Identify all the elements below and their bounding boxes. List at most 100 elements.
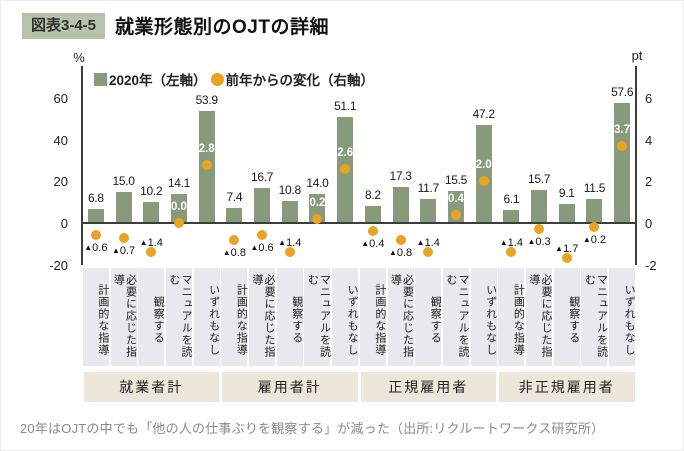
change-value-label: ▲1.4 bbox=[499, 237, 523, 250]
category-cell: マニュアルを読む bbox=[304, 268, 331, 366]
change-value-label: ▲0.7 bbox=[111, 244, 136, 257]
bar-value-label: 9.1 bbox=[558, 186, 575, 201]
category-cell: 必要に応じた指導 bbox=[387, 268, 414, 366]
bar bbox=[586, 199, 603, 223]
change-dot bbox=[617, 141, 628, 152]
change-dot bbox=[423, 247, 434, 258]
bar bbox=[531, 190, 548, 223]
category-cell: 必要に応じた指導 bbox=[526, 268, 553, 366]
bar-value-label: 8.2 bbox=[364, 187, 381, 202]
negative-triangle-marker: ▲ bbox=[499, 238, 508, 248]
bar-value-label: 17.3 bbox=[389, 169, 412, 184]
change-value-label: ▲0.8 bbox=[388, 246, 413, 259]
category-cell: いずれもなし bbox=[193, 268, 220, 366]
bar bbox=[143, 201, 160, 223]
bar-value-label: 57.6 bbox=[611, 85, 634, 100]
change-value-label: ▲0.6 bbox=[250, 242, 274, 255]
negative-triangle-marker: ▲ bbox=[222, 247, 231, 257]
bar-value-label: 6.8 bbox=[87, 190, 104, 205]
left-axis-tick-label: 20 bbox=[53, 174, 68, 190]
bar-value-label: 51.1 bbox=[334, 98, 357, 113]
left-axis-tick-label: 0 bbox=[60, 216, 68, 231]
negative-triangle-marker: ▲ bbox=[555, 244, 564, 254]
negative-triangle-marker: ▲ bbox=[361, 239, 370, 249]
bar bbox=[475, 124, 492, 223]
bar bbox=[226, 207, 243, 223]
right-axis-tick-label: 4 bbox=[645, 132, 653, 148]
negative-triangle-marker: ▲ bbox=[582, 235, 591, 245]
bar-value-label: 15.5 bbox=[444, 172, 468, 187]
change-dot bbox=[146, 247, 157, 258]
dot-series-swatch-icon bbox=[210, 72, 224, 86]
negative-triangle-marker: ▲ bbox=[527, 237, 536, 247]
change-dot bbox=[257, 230, 268, 241]
change-dot bbox=[312, 213, 323, 224]
bar-value-label: 11.5 bbox=[583, 181, 606, 196]
bar-value-label: 15.0 bbox=[112, 173, 135, 188]
right-axis-tick-label: 2 bbox=[645, 174, 653, 190]
bar-value-label: 14.0 bbox=[306, 175, 329, 190]
bar bbox=[392, 187, 409, 223]
right-axis-tick-label: 6 bbox=[645, 91, 653, 107]
negative-triangle-marker: ▲ bbox=[84, 243, 93, 253]
group-cell: 雇用者計 bbox=[222, 372, 358, 402]
left-axis-tick-label: -20 bbox=[49, 257, 68, 273]
change-dot bbox=[118, 232, 129, 243]
change-dot bbox=[90, 230, 101, 241]
bar-value-label: 47.2 bbox=[472, 106, 495, 121]
negative-triangle-marker: ▲ bbox=[111, 245, 120, 255]
category-cell: 計画的な指導 bbox=[498, 268, 525, 366]
category-cell: 観察する bbox=[138, 268, 165, 366]
group-cell: 正規雇用者 bbox=[360, 372, 496, 402]
change-dot bbox=[229, 234, 240, 245]
change-value-label: ▲0.8 bbox=[222, 246, 246, 259]
source-caption: 20年はOJTの中でも「他の人の仕事ぶりを観察する」が減った（出所:リクルートワ… bbox=[20, 421, 605, 436]
change-dot bbox=[201, 159, 212, 170]
category-cell: 観察する bbox=[415, 268, 442, 366]
bar-value-label: 11.7 bbox=[417, 180, 440, 195]
negative-triangle-marker: ▲ bbox=[388, 247, 397, 257]
change-value-label: ▲1.4 bbox=[139, 237, 163, 250]
change-dot bbox=[478, 176, 489, 187]
bar bbox=[87, 208, 104, 223]
left-axis-tick-label: 40 bbox=[53, 132, 68, 148]
change-value-label: 0.0 bbox=[170, 201, 187, 213]
right-axis-tick-label: 0 bbox=[645, 216, 653, 231]
change-value-label: 3.7 bbox=[614, 124, 631, 137]
change-value-label: ▲0.6 bbox=[84, 242, 108, 255]
group-cell: 就業者計 bbox=[83, 372, 219, 402]
category-cell: 必要に応じた指導 bbox=[249, 268, 276, 366]
category-cell: 必要に応じた指導 bbox=[110, 268, 137, 366]
change-value-label: ▲0.4 bbox=[361, 238, 385, 251]
bar bbox=[420, 198, 437, 223]
change-dot bbox=[367, 226, 378, 237]
change-value-label: ▲1.7 bbox=[555, 243, 579, 256]
bar bbox=[364, 205, 381, 223]
negative-triangle-marker: ▲ bbox=[250, 243, 259, 253]
legend-item-bars: 2020年（左軸） bbox=[94, 69, 207, 89]
bar-value-label: 10.2 bbox=[140, 183, 163, 198]
category-cell: 観察する bbox=[553, 268, 580, 366]
category-cell: いずれもなし bbox=[609, 268, 636, 366]
category-cell: マニュアルを読む bbox=[165, 268, 192, 366]
bar bbox=[115, 191, 132, 223]
change-dot bbox=[506, 247, 517, 258]
legend-item-dots: 前年からの変化（右軸） bbox=[210, 69, 375, 89]
figure-title: 就業形態別のOJTの詳細 bbox=[115, 17, 329, 38]
change-value-label: ▲0.2 bbox=[582, 234, 607, 247]
negative-triangle-marker: ▲ bbox=[278, 238, 287, 248]
change-dot bbox=[534, 224, 545, 235]
group-cell: 非正規雇用者 bbox=[499, 372, 635, 402]
legend-label-dots: 前年からの変化（右軸） bbox=[225, 73, 375, 88]
figure-number-badge: 図表3-4-5 bbox=[22, 12, 106, 39]
category-cell: マニュアルを読む bbox=[581, 268, 608, 366]
change-dot bbox=[340, 163, 351, 174]
category-cell: 計画的な指導 bbox=[359, 268, 386, 366]
bar-series-swatch-icon bbox=[94, 72, 107, 86]
negative-triangle-marker: ▲ bbox=[139, 238, 148, 248]
bar-value-label: 15.7 bbox=[527, 172, 551, 187]
change-value-label: 2.8 bbox=[198, 142, 215, 155]
left-axis-tick-label: 60 bbox=[53, 91, 68, 107]
change-value-label: 2.6 bbox=[337, 146, 354, 159]
